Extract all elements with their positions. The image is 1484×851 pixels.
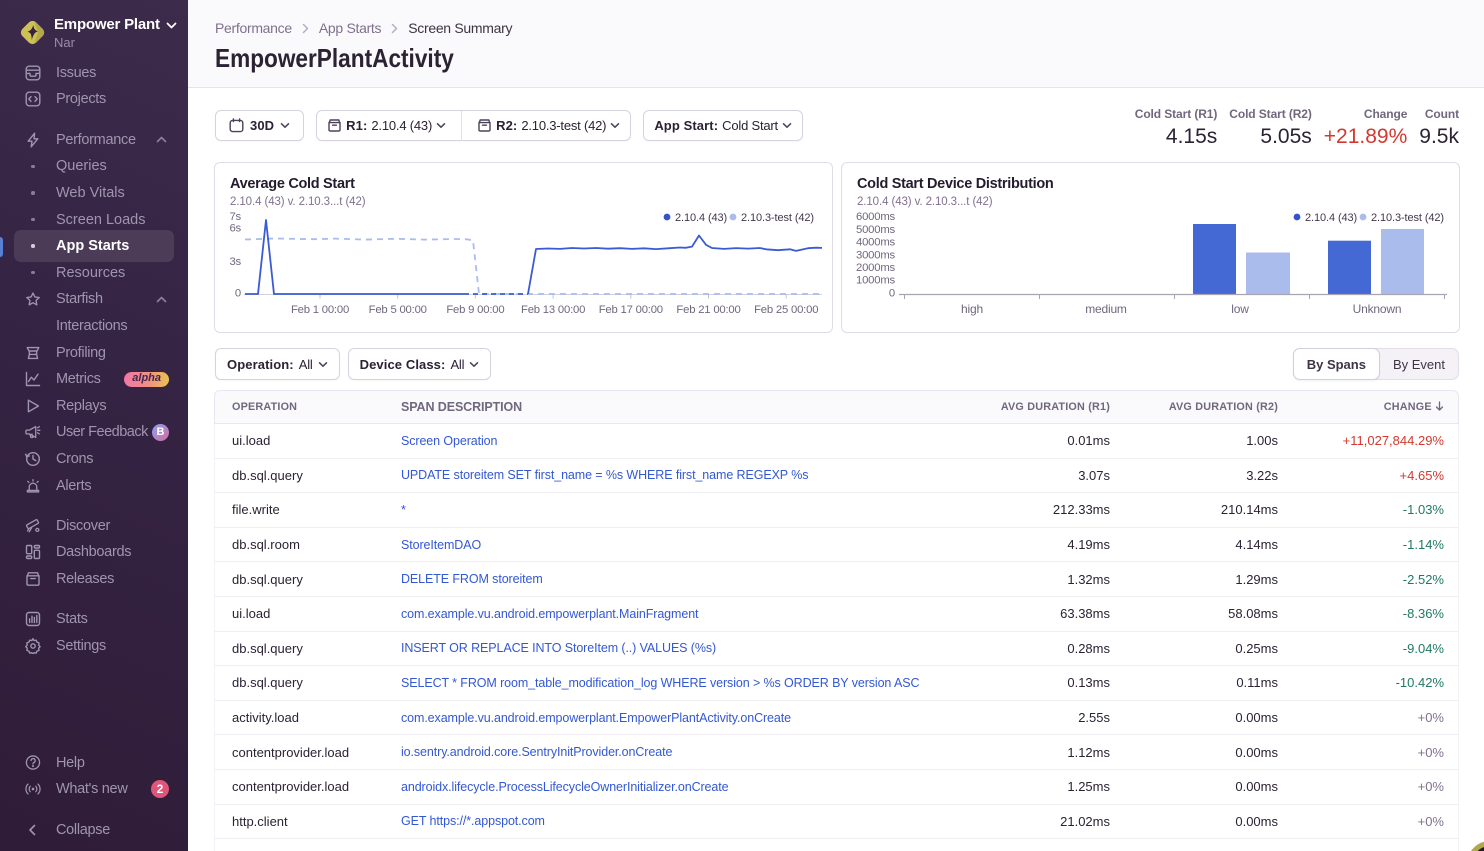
svg-text:1000ms: 1000ms [856, 275, 896, 287]
svg-text:5000ms: 5000ms [856, 224, 896, 236]
svg-text:Feb 17 00:00: Feb 17 00:00 [599, 304, 663, 316]
svg-text:2.10.3-test (42): 2.10.3-test (42) [741, 212, 814, 224]
svg-text:low: low [1231, 302, 1249, 316]
svg-text:medium: medium [1085, 302, 1127, 316]
svg-text:6s: 6s [229, 222, 241, 234]
svg-text:7s: 7s [229, 211, 241, 223]
svg-text:Feb 9 00:00: Feb 9 00:00 [446, 304, 504, 316]
svg-text:Feb 13 00:00: Feb 13 00:00 [521, 304, 585, 316]
svg-text:3s: 3s [229, 256, 241, 268]
svg-text:0: 0 [235, 287, 241, 299]
svg-text:high: high [961, 302, 983, 316]
svg-text:Feb 21 00:00: Feb 21 00:00 [676, 304, 740, 316]
svg-text:6000ms: 6000ms [856, 211, 896, 223]
svg-text:2000ms: 2000ms [856, 262, 896, 274]
svg-text:Feb 1 00:00: Feb 1 00:00 [291, 304, 349, 316]
svg-text:Feb 5 00:00: Feb 5 00:00 [369, 304, 427, 316]
svg-text:2.10.4 (43): 2.10.4 (43) [1305, 212, 1357, 224]
svg-text:Feb 25 00:00: Feb 25 00:00 [754, 304, 818, 316]
svg-text:3000ms: 3000ms [856, 249, 896, 261]
svg-text:0: 0 [889, 287, 895, 299]
svg-text:4000ms: 4000ms [856, 237, 896, 249]
svg-text:2.10.3-test (42): 2.10.3-test (42) [1371, 212, 1444, 224]
svg-text:Unknown: Unknown [1353, 302, 1402, 316]
svg-text:2.10.4 (43): 2.10.4 (43) [675, 212, 727, 224]
